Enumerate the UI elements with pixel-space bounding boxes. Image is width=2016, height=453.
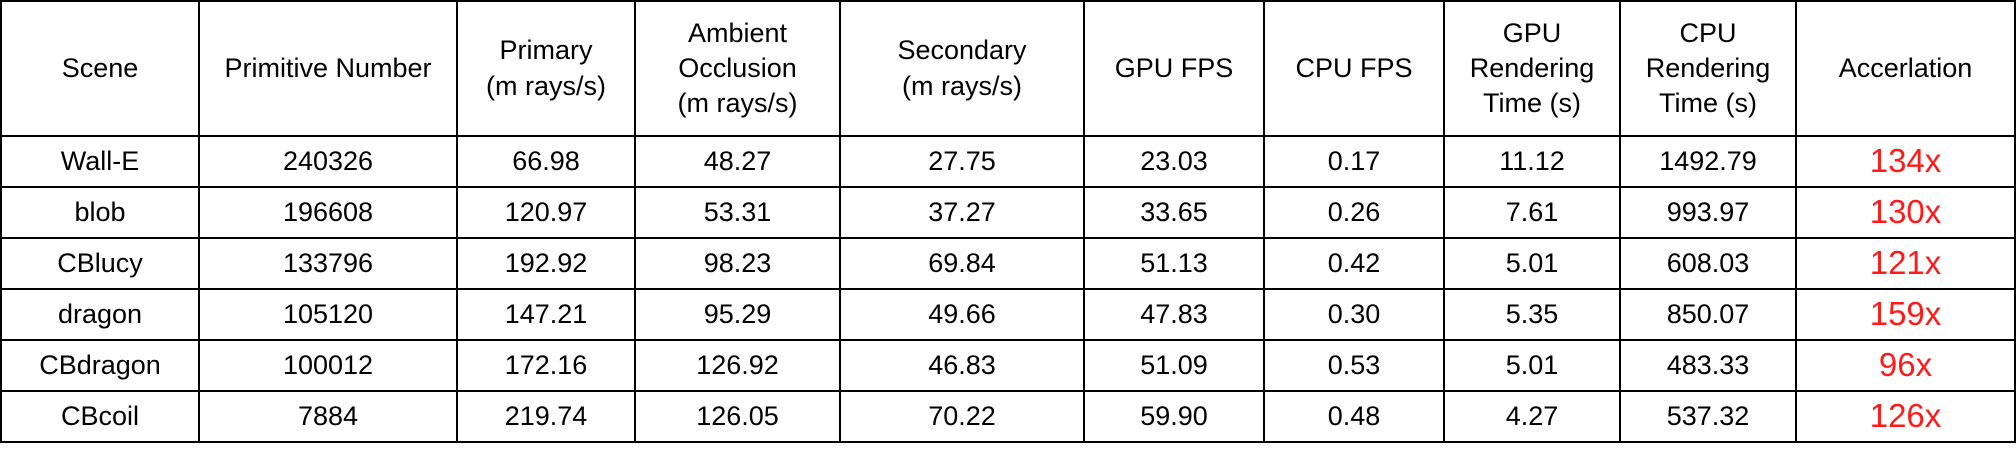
cell-primary: 66.98 bbox=[456, 135, 636, 188]
column-header-line: Primary bbox=[499, 35, 593, 66]
column-header-line: Primitive Number bbox=[224, 52, 432, 83]
cell-ambient-occlusion: 48.27 bbox=[634, 135, 841, 188]
column-header-line: GPU FPS bbox=[1114, 52, 1234, 83]
cell-accerlation: 134x bbox=[1795, 135, 2016, 188]
cell-gpu-fps: 33.65 bbox=[1083, 186, 1265, 239]
cell-ambient-occlusion: 126.05 bbox=[634, 390, 841, 443]
column-header-line: (m rays/s) bbox=[677, 88, 798, 119]
cell-cpu-fps: 0.30 bbox=[1263, 288, 1445, 341]
cell-gpu-rendering-time: 7.61 bbox=[1443, 186, 1621, 239]
table-row: Wall-E 240326 66.98 48.27 27.75 23.03 0.17 11.1… bbox=[0, 135, 2016, 188]
column-header-line: Rendering bbox=[1469, 52, 1595, 83]
cell-scene: CBlucy bbox=[0, 237, 200, 290]
cell-scene: CBdragon bbox=[0, 339, 200, 392]
cell-ambient-occlusion: 53.31 bbox=[634, 186, 841, 239]
cell-primary: 172.16 bbox=[456, 339, 636, 392]
column-header-secondary: Secondary (m rays/s) bbox=[839, 0, 1085, 137]
cell-primitive-number: 105120 bbox=[198, 288, 458, 341]
cell-gpu-fps: 59.90 bbox=[1083, 390, 1265, 443]
cell-gpu-rendering-time: 4.27 bbox=[1443, 390, 1621, 443]
column-header-line: Scene bbox=[61, 52, 139, 83]
cell-primitive-number: 196608 bbox=[198, 186, 458, 239]
cell-cpu-rendering-time: 993.97 bbox=[1619, 186, 1797, 239]
cell-cpu-fps: 0.17 bbox=[1263, 135, 1445, 188]
header-row: Scene Primitive Number Primary (m rays/s) Am… bbox=[0, 0, 2016, 137]
cell-cpu-fps: 0.42 bbox=[1263, 237, 1445, 290]
table-header: Scene Primitive Number Primary (m rays/s) Am… bbox=[0, 0, 2016, 137]
cell-accerlation: 121x bbox=[1795, 237, 2016, 290]
table-row: CBcoil 7884 219.74 126.05 70.22 59.90 0.48 4.27… bbox=[0, 390, 2016, 443]
column-header-line: CPU FPS bbox=[1295, 52, 1413, 83]
performance-table: Scene Primitive Number Primary (m rays/s) Am… bbox=[0, 0, 2016, 443]
cell-ambient-occlusion: 98.23 bbox=[634, 237, 841, 290]
column-header-line: Time (s) bbox=[1483, 88, 1581, 119]
cell-primitive-number: 7884 bbox=[198, 390, 458, 443]
cell-cpu-fps: 0.53 bbox=[1263, 339, 1445, 392]
cell-gpu-rendering-time: 11.12 bbox=[1443, 135, 1621, 188]
cell-secondary: 46.83 bbox=[839, 339, 1085, 392]
column-header-line: Occlusion bbox=[678, 52, 797, 83]
column-header-cpu-rendering-time: CPU Rendering Time (s) bbox=[1619, 0, 1797, 137]
cell-secondary: 69.84 bbox=[839, 237, 1085, 290]
cell-primitive-number: 240326 bbox=[198, 135, 458, 188]
cell-primary: 120.97 bbox=[456, 186, 636, 239]
column-header-scene: Scene bbox=[0, 0, 200, 137]
column-header-ambient-occlusion: Ambient Occlusion (m rays/s) bbox=[634, 0, 841, 137]
cell-scene: dragon bbox=[0, 288, 200, 341]
cell-gpu-fps: 47.83 bbox=[1083, 288, 1265, 341]
column-header-primitive-number: Primitive Number bbox=[198, 0, 458, 137]
column-header-cpu-fps: CPU FPS bbox=[1263, 0, 1445, 137]
table-row: CBdragon 100012 172.16 126.92 46.83 51.09 0.53… bbox=[0, 339, 2016, 392]
column-header-gpu-fps: GPU FPS bbox=[1083, 0, 1265, 137]
cell-cpu-rendering-time: 608.03 bbox=[1619, 237, 1797, 290]
cell-scene: blob bbox=[0, 186, 200, 239]
cell-cpu-rendering-time: 537.32 bbox=[1619, 390, 1797, 443]
cell-accerlation: 126x bbox=[1795, 390, 2016, 443]
cell-cpu-rendering-time: 1492.79 bbox=[1619, 135, 1797, 188]
cell-scene: Wall-E bbox=[0, 135, 200, 188]
cell-secondary: 37.27 bbox=[839, 186, 1085, 239]
column-header-gpu-rendering-time: GPU Rendering Time (s) bbox=[1443, 0, 1621, 137]
cell-secondary: 49.66 bbox=[839, 288, 1085, 341]
cell-secondary: 27.75 bbox=[839, 135, 1085, 188]
cell-gpu-fps: 51.13 bbox=[1083, 237, 1265, 290]
column-header-line: Time (s) bbox=[1659, 88, 1757, 119]
column-header-line: Secondary bbox=[897, 35, 1027, 66]
column-header-line: GPU bbox=[1502, 17, 1562, 48]
cell-ambient-occlusion: 126.92 bbox=[634, 339, 841, 392]
cell-cpu-fps: 0.26 bbox=[1263, 186, 1445, 239]
cell-accerlation: 159x bbox=[1795, 288, 2016, 341]
cell-ambient-occlusion: 95.29 bbox=[634, 288, 841, 341]
column-header-line: Rendering bbox=[1645, 52, 1771, 83]
table-row: blob 196608 120.97 53.31 37.27 33.65 0.26 7.61 9… bbox=[0, 186, 2016, 239]
cell-secondary: 70.22 bbox=[839, 390, 1085, 443]
cell-gpu-rendering-time: 5.35 bbox=[1443, 288, 1621, 341]
cell-gpu-rendering-time: 5.01 bbox=[1443, 339, 1621, 392]
table-row: CBlucy 133796 192.92 98.23 69.84 51.13 0.42 5.0… bbox=[0, 237, 2016, 290]
cell-primary: 147.21 bbox=[456, 288, 636, 341]
cell-scene: CBcoil bbox=[0, 390, 200, 443]
cell-accerlation: 130x bbox=[1795, 186, 2016, 239]
column-header-line: (m rays/s) bbox=[486, 70, 606, 101]
cell-primitive-number: 100012 bbox=[198, 339, 458, 392]
cell-gpu-fps: 51.09 bbox=[1083, 339, 1265, 392]
cell-gpu-rendering-time: 5.01 bbox=[1443, 237, 1621, 290]
column-header-line: Ambient bbox=[687, 17, 788, 48]
table-row: dragon 105120 147.21 95.29 49.66 47.83 0.30 5.3… bbox=[0, 288, 2016, 341]
column-header-accerlation: Accerlation bbox=[1795, 0, 2016, 137]
table-body: Wall-E 240326 66.98 48.27 27.75 23.03 0.17 11.1… bbox=[0, 135, 2016, 443]
cell-cpu-rendering-time: 483.33 bbox=[1619, 339, 1797, 392]
cell-primary: 219.74 bbox=[456, 390, 636, 443]
cell-cpu-rendering-time: 850.07 bbox=[1619, 288, 1797, 341]
column-header-primary: Primary (m rays/s) bbox=[456, 0, 636, 137]
column-header-line: (m rays/s) bbox=[902, 70, 1022, 101]
cell-primary: 192.92 bbox=[456, 237, 636, 290]
column-header-line: Accerlation bbox=[1838, 52, 1973, 83]
column-header-line: CPU bbox=[1679, 17, 1737, 48]
cell-gpu-fps: 23.03 bbox=[1083, 135, 1265, 188]
cell-accerlation: 96x bbox=[1795, 339, 2016, 392]
cell-primitive-number: 133796 bbox=[198, 237, 458, 290]
cell-cpu-fps: 0.48 bbox=[1263, 390, 1445, 443]
